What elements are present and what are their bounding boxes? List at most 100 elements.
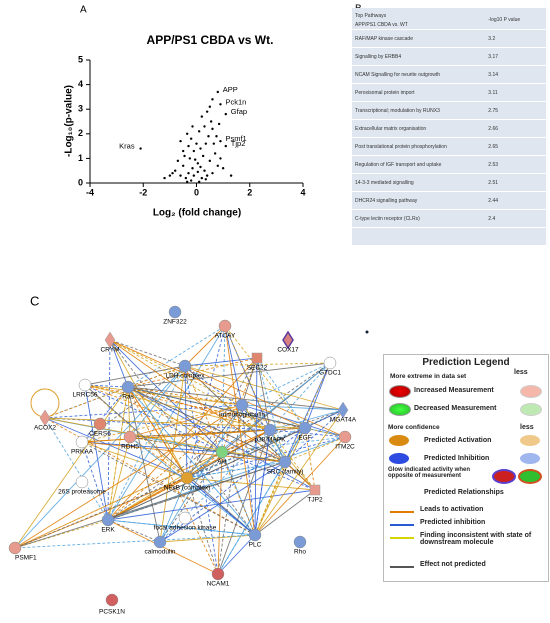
- pathway-value: 2.65: [488, 143, 499, 150]
- edge: [224, 325, 306, 429]
- edge: [241, 404, 271, 431]
- point: [189, 137, 193, 140]
- y-tick-label: 0: [78, 177, 83, 187]
- node: [178, 511, 192, 525]
- edge: [109, 339, 271, 431]
- node: [211, 567, 225, 581]
- node: [248, 528, 262, 542]
- point: [209, 120, 213, 123]
- legend-text: Effect not predicted: [420, 561, 486, 568]
- edge: [14, 365, 186, 549]
- node-label: EGF: [298, 435, 311, 442]
- point: [207, 135, 210, 138]
- edge: [254, 357, 258, 536]
- node-label: MGAT4A: [330, 417, 357, 424]
- node-label: Ras: [122, 394, 134, 401]
- edge: [127, 325, 226, 388]
- point-label: Kras: [119, 142, 135, 151]
- node-label: RDH5: [121, 444, 139, 451]
- point: [216, 164, 219, 167]
- point: [185, 180, 189, 183]
- point: [229, 174, 233, 177]
- legend-text: More confidence: [388, 424, 440, 431]
- x-axis-label: Log₂ (fold change): [153, 208, 241, 219]
- edge: [84, 384, 256, 536]
- pathway-value: 3.11: [488, 89, 498, 96]
- network: ZNF322 ATCAY CRYM COX17 SEC22 GTDC1 LDH comple…: [8, 305, 369, 616]
- point: [197, 180, 201, 183]
- point-label: Pck1n: [225, 97, 246, 106]
- node-label: SEC22: [247, 365, 268, 372]
- point: [203, 169, 206, 172]
- pathway-name: Signalling by ERBB4: [355, 53, 402, 60]
- edge: [107, 519, 256, 536]
- point: [189, 179, 193, 182]
- edge: [107, 519, 161, 543]
- y-tick-label: 5: [78, 54, 83, 64]
- legend-text: less: [514, 369, 528, 376]
- edge: [129, 436, 256, 536]
- edge: [14, 534, 256, 549]
- header-text: APP/PS1 CBDA vs. WT: [355, 21, 408, 28]
- legend-text: Leads to activation: [420, 506, 484, 513]
- panel-label: C: [30, 293, 39, 308]
- point: [204, 178, 208, 181]
- point: [217, 122, 221, 126]
- pathway-name: Post translational protein phosphorylati…: [355, 143, 447, 150]
- point: [205, 110, 209, 113]
- pathway-name: 14-3-3 mediated signalling: [355, 179, 414, 186]
- table-row: RAF/MAP kinase cascade 3.2: [352, 30, 546, 48]
- node: [123, 430, 137, 444]
- legend-text: Increased Measurement: [414, 387, 494, 394]
- point: [211, 98, 214, 101]
- legend-text: Finding inconsistent with state of downs…: [420, 532, 532, 546]
- edge: [217, 534, 256, 575]
- pathway-value: 2.4: [488, 215, 496, 222]
- edge: [129, 404, 243, 438]
- node: [263, 423, 277, 437]
- node: [105, 593, 119, 607]
- edge: [129, 436, 286, 463]
- table-row: C-type lectin receptor (CLRs) 2.4: [352, 210, 546, 228]
- node-label: GTDC1: [319, 370, 341, 377]
- node-label: PCSK1N: [99, 609, 125, 616]
- node-label: Akt: [217, 459, 227, 466]
- edge: [254, 461, 286, 536]
- pathway-name: C-type lectin receptor (CLRs): [355, 215, 420, 222]
- edge: [304, 427, 316, 491]
- edge: [81, 441, 256, 536]
- legend-swatch: [520, 385, 542, 398]
- edge: [256, 357, 271, 431]
- edge: [241, 404, 344, 411]
- edge: [184, 365, 219, 575]
- edge: [241, 404, 256, 536]
- edge: [159, 429, 271, 543]
- edge: [84, 384, 306, 429]
- pathway-value: 2.53: [488, 161, 499, 168]
- point: [213, 152, 217, 155]
- node-label: ITM2C: [335, 444, 355, 451]
- edge: [184, 362, 331, 367]
- y-tick-label: 1: [78, 153, 83, 163]
- legend-text: Decreased Measurement: [414, 405, 497, 412]
- node-label: NCAM1: [207, 581, 230, 588]
- point: [139, 147, 142, 150]
- node-label: NFkB (complex): [164, 485, 211, 492]
- pathway-name: Extracellular matrix organisation: [355, 125, 427, 132]
- node: [293, 535, 307, 549]
- edge: [217, 451, 223, 575]
- point: [181, 164, 185, 167]
- legend-text: Predicted Relationships: [424, 489, 504, 496]
- edge: [44, 417, 306, 429]
- point: [191, 125, 194, 128]
- point: [208, 105, 212, 108]
- table-row: Signalling by ERBB4 3.17: [352, 48, 546, 66]
- edge: [107, 427, 306, 521]
- pathway-value: 2.66: [488, 125, 499, 132]
- edge: [84, 384, 286, 463]
- point: [168, 174, 172, 177]
- edge: [81, 404, 243, 443]
- point: [199, 147, 202, 150]
- node-label: focal adhesion kinase: [154, 525, 217, 532]
- edge: [127, 386, 256, 536]
